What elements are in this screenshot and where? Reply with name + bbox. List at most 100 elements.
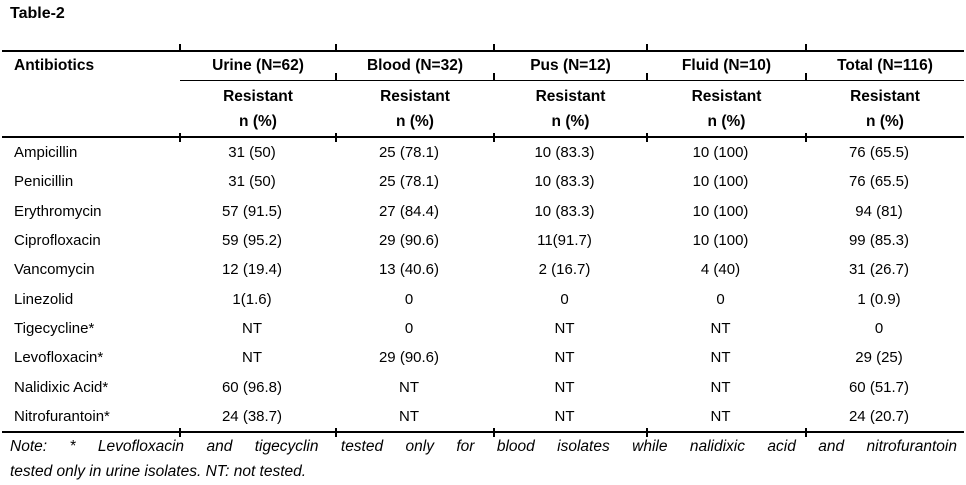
column-tick <box>179 428 181 437</box>
cell-fluid: 10 (100) <box>692 173 749 191</box>
n-percent-label: n (%) <box>707 112 746 130</box>
column-tick <box>805 428 807 437</box>
cell-total: 0 <box>874 319 884 337</box>
cell-pus: 0 <box>560 290 569 308</box>
note-line-2: tested only in urine isolates. NT: not t… <box>10 463 307 480</box>
table-row: Nalidixic Acid* 60 (96.8) NT NT NT 60 (5… <box>2 372 964 401</box>
antibiotic-name: Linezolid <box>14 290 74 308</box>
column-header-total: Total (N=116) <box>806 50 964 81</box>
antibiotic-resistance-table: Antibiotics Urine (N=62) Blood (N=32) Pu… <box>2 50 964 433</box>
cell-pus: NT <box>554 378 575 396</box>
cell-total: 29 (25) <box>855 349 903 367</box>
cell-pus: 10 (83.3) <box>534 202 595 220</box>
cell-fluid: 4 (40) <box>700 261 741 279</box>
cell-total: 76 (65.5) <box>848 144 910 162</box>
resistant-label: Resistant <box>691 87 762 105</box>
cell-fluid: NT <box>710 349 731 367</box>
table-row: Ampicillin 31 (50) 25 (78.1) 10 (83.3) 1… <box>2 137 964 167</box>
column-header-fluid: Fluid (N=10) <box>647 50 806 81</box>
cell-urine: 1(1.6) <box>232 290 272 308</box>
column-tick <box>179 133 181 142</box>
cell-blood: 13 (40.6) <box>378 261 440 279</box>
resistant-label: Resistant <box>535 87 606 105</box>
subheader-fluid: Resistant n (%) <box>647 80 806 138</box>
antibiotic-name: Vancomycin <box>14 261 95 279</box>
cell-urine: NT <box>242 319 262 337</box>
subheader-total: Resistant n (%) <box>806 80 964 138</box>
cell-blood: 29 (90.6) <box>378 232 440 250</box>
table-row: Ciprofloxacin 59 (95.2) 29 (90.6) 11(91.… <box>2 226 964 255</box>
empty-subheader-cell <box>2 80 180 138</box>
antibiotic-name: Levofloxacin* <box>14 349 104 367</box>
cell-total: 60 (51.7) <box>848 378 910 396</box>
cell-total: 99 (85.3) <box>848 232 910 250</box>
cell-blood: NT <box>399 378 419 396</box>
column-tick <box>493 133 495 142</box>
cell-urine: 31 (50) <box>228 173 276 191</box>
cell-urine: 57 (91.5) <box>221 202 283 220</box>
column-tick <box>493 73 495 81</box>
n-percent-label: n (%) <box>239 112 277 130</box>
antibiotic-name: Tigecycline* <box>14 319 95 337</box>
sub-header-row: Resistant n (%) Resistant n (%) Resistan… <box>2 80 964 138</box>
cell-pus: NT <box>554 319 575 337</box>
column-header-urine: Urine (N=62) <box>180 50 336 81</box>
cell-fluid: NT <box>710 319 731 337</box>
column-tick <box>493 428 495 437</box>
column-tick <box>805 133 807 142</box>
n-percent-label: n (%) <box>866 112 904 130</box>
n-percent-label: n (%) <box>551 112 590 130</box>
column-header-antibiotics: Antibiotics <box>2 50 180 81</box>
column-tick <box>805 44 807 52</box>
cell-blood: NT <box>336 401 494 433</box>
column-tick <box>335 73 337 81</box>
antibiotic-name: Penicillin <box>14 173 74 191</box>
subheader-blood: Resistant n (%) <box>336 80 494 138</box>
cell-total: 76 (65.5) <box>848 173 910 191</box>
cell-total: 1 (0.9) <box>857 290 901 308</box>
cell-pus: NT <box>554 349 575 367</box>
cell-pus: 2 (16.7) <box>538 261 591 279</box>
table-row: Tigecycline* NT 0 NT NT 0 <box>2 314 964 343</box>
column-tick <box>646 428 648 437</box>
cell-blood: 27 (84.4) <box>378 202 440 220</box>
table-row: Linezolid 1(1.6) 0 0 0 1 (0.9) <box>2 284 964 313</box>
antibiotic-name: Nalidixic Acid* <box>14 378 109 396</box>
cell-urine: 24 (38.7) <box>180 401 336 433</box>
cell-fluid: 10 (100) <box>692 144 749 162</box>
cell-total: 24 (20.7) <box>806 401 964 433</box>
column-header-blood: Blood (N=32) <box>336 50 494 81</box>
n-percent-label: n (%) <box>396 112 434 130</box>
cell-urine: 60 (96.8) <box>221 378 283 396</box>
cell-blood: 0 <box>404 319 414 337</box>
resistant-label: Resistant <box>850 87 920 105</box>
cell-fluid: NT <box>647 401 806 433</box>
cell-urine: 12 (19.4) <box>221 261 283 279</box>
cell-pus: 10 (83.3) <box>534 173 595 191</box>
cell-blood: 25 (78.1) <box>378 173 440 191</box>
resistant-label: Resistant <box>223 87 293 105</box>
cell-total: 31 (26.7) <box>848 261 910 279</box>
cell-urine: 59 (95.2) <box>221 232 283 250</box>
column-tick <box>646 73 648 81</box>
cell-fluid: NT <box>710 378 731 396</box>
column-tick <box>646 44 648 52</box>
group-header-row: Antibiotics Urine (N=62) Blood (N=32) Pu… <box>2 50 964 81</box>
column-tick <box>335 44 337 52</box>
table-row: Erythromycin 57 (91.5) 27 (84.4) 10 (83.… <box>2 197 964 226</box>
antibiotic-name: Nitrofurantoin* <box>2 401 180 433</box>
column-tick <box>805 73 807 81</box>
table-note: Note: * Levofloxacin and tigecyclin test… <box>10 434 957 484</box>
column-tick <box>493 44 495 52</box>
cell-blood: 29 (90.6) <box>378 349 440 367</box>
cell-pus: 10 (83.3) <box>534 144 595 162</box>
cell-fluid: 0 <box>716 290 725 308</box>
cell-urine: 31 (50) <box>228 144 276 162</box>
column-header-pus: Pus (N=12) <box>494 50 647 81</box>
table-row: Nitrofurantoin* 24 (38.7) NT NT NT 24 (2… <box>2 401 964 433</box>
table-row: Penicillin 31 (50) 25 (78.1) 10 (83.3) 1… <box>2 167 964 196</box>
cell-fluid: 10 (100) <box>692 202 749 220</box>
subheader-pus: Resistant n (%) <box>494 80 647 138</box>
antibiotic-name: Erythromycin <box>14 202 102 220</box>
